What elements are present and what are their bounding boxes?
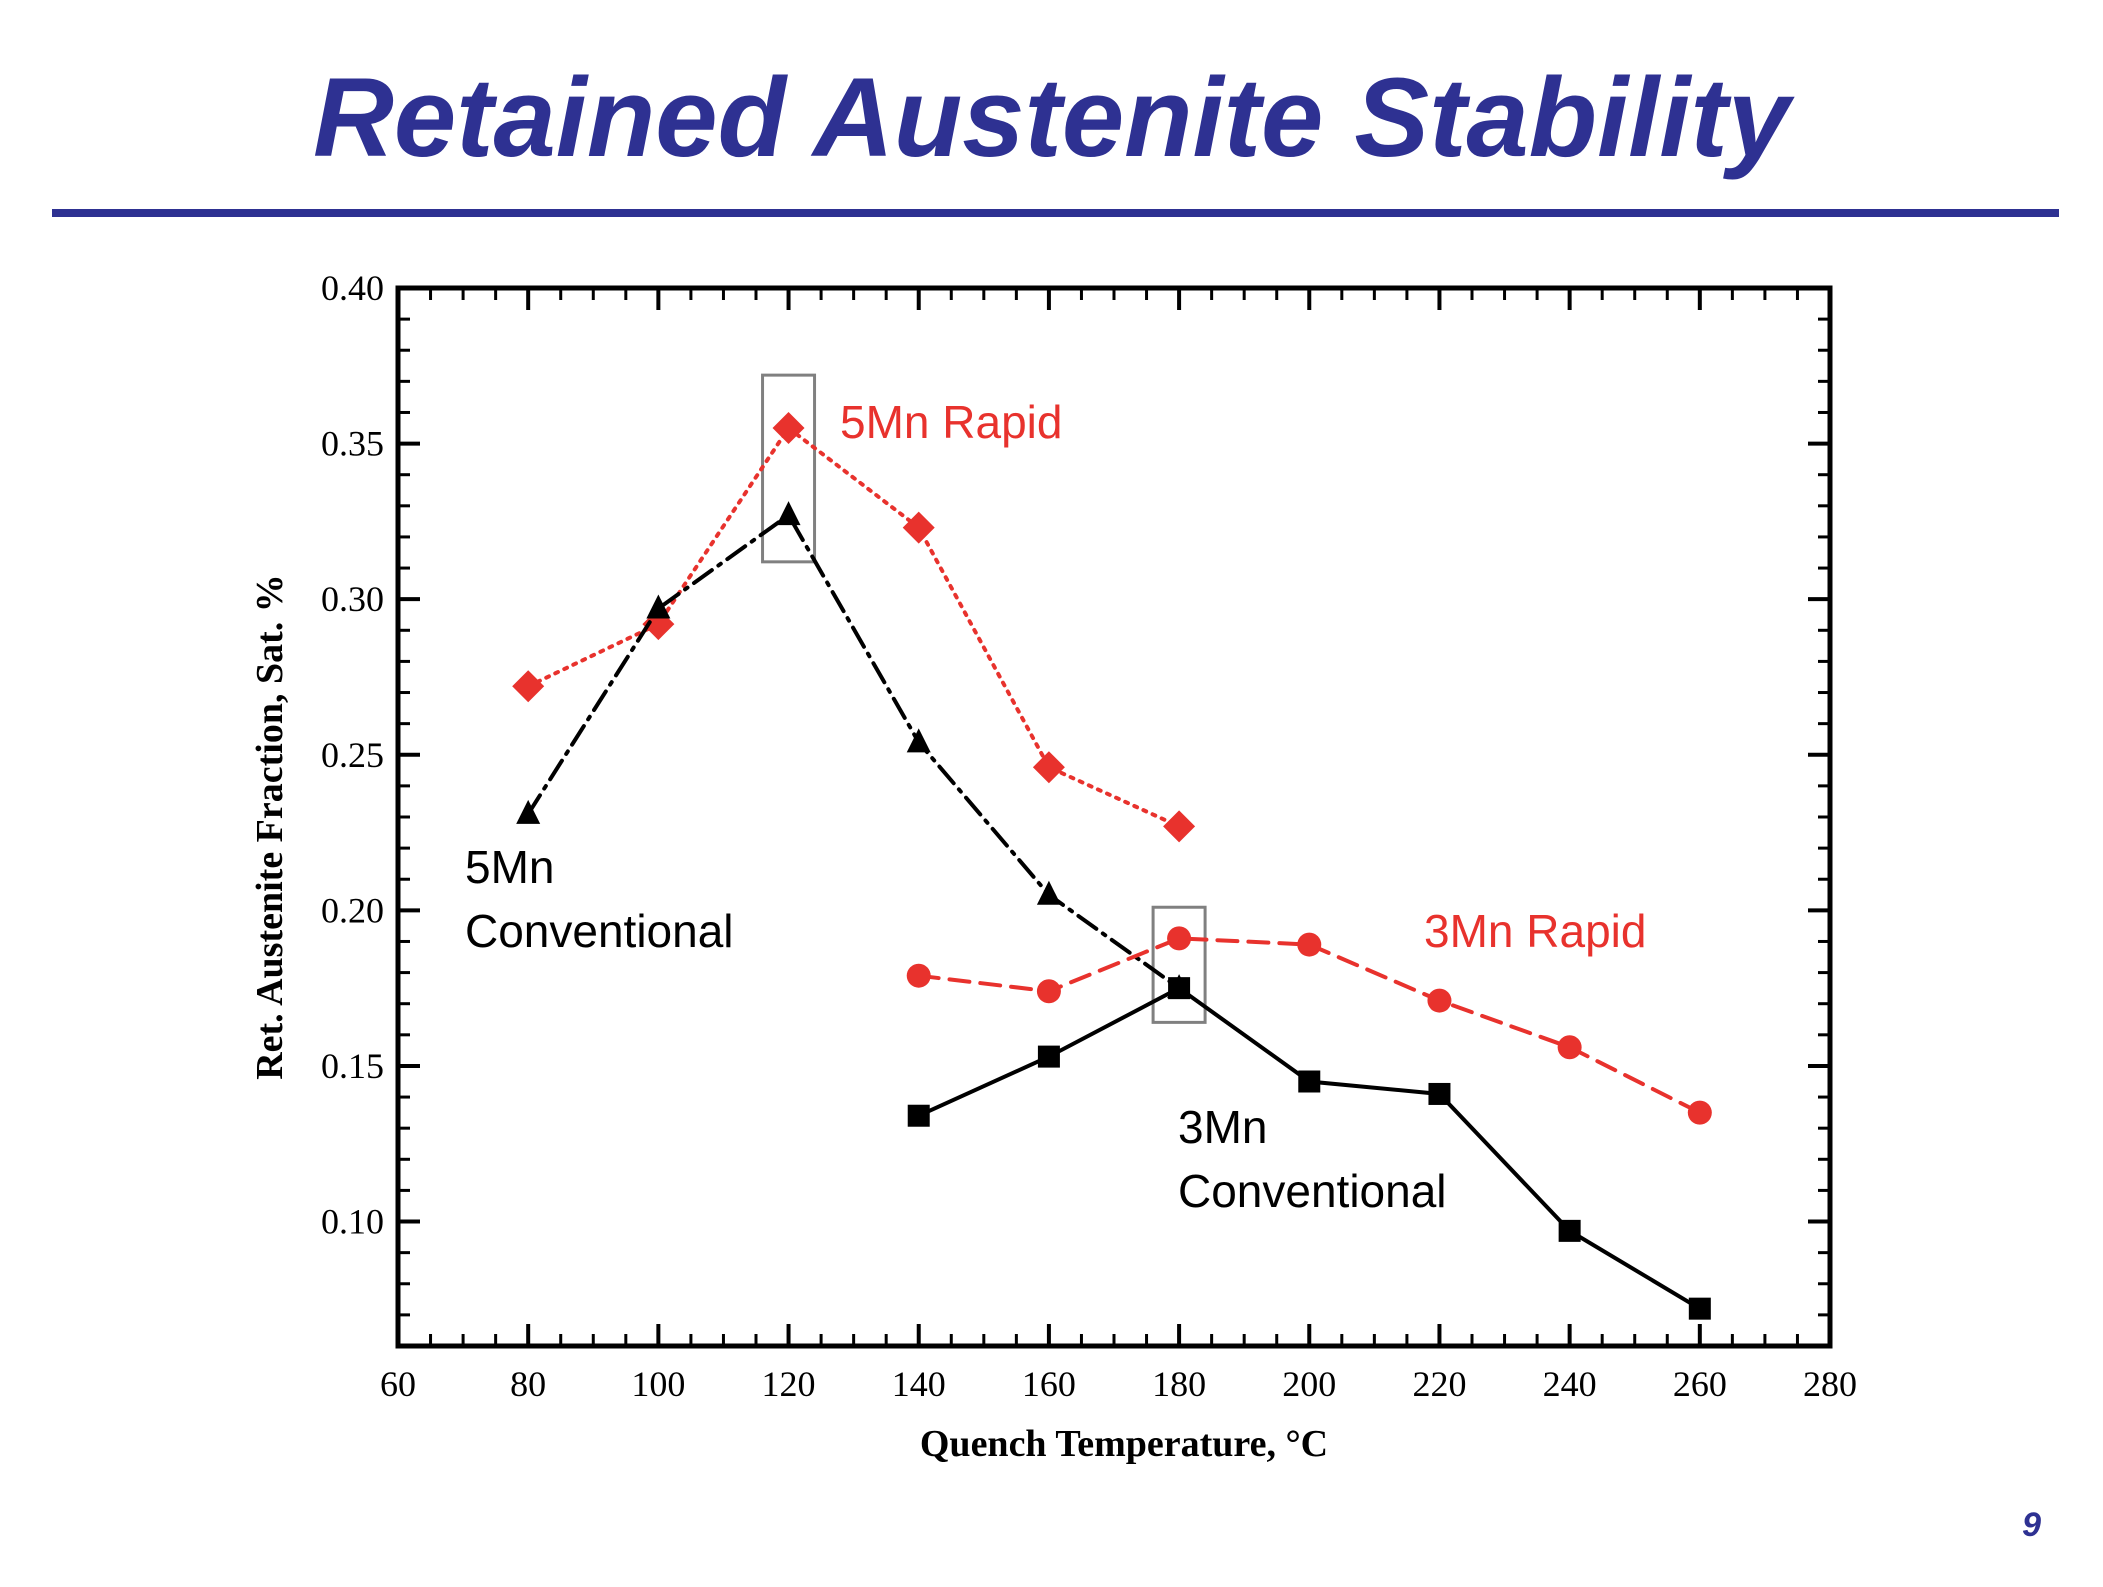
data-point <box>1687 1100 1712 1125</box>
series-label: 3Mn <box>1178 1101 1267 1153</box>
y-tick-label: 0.20 <box>321 890 384 930</box>
data-point <box>1557 1035 1582 1060</box>
series-label: 5Mn Rapid <box>840 396 1062 448</box>
data-point <box>1036 979 1061 1004</box>
series-label: Conventional <box>1178 1165 1447 1217</box>
data-point <box>1688 1297 1711 1320</box>
data-point <box>1427 988 1452 1013</box>
data-point <box>1168 977 1191 1000</box>
highlight-boxes <box>761 373 1207 1024</box>
series-label: Conventional <box>465 905 734 957</box>
x-tick-label: 60 <box>380 1364 416 1404</box>
data-point <box>1298 1070 1321 1093</box>
series-line <box>526 512 1182 991</box>
data-point <box>776 501 801 526</box>
x-tick-label: 160 <box>1022 1364 1076 1404</box>
series-line <box>916 985 1702 1311</box>
page-number: 9 <box>2022 1506 2041 1544</box>
data-point <box>907 1104 930 1127</box>
y-tick-label: 0.25 <box>321 735 384 775</box>
x-tick-label: 180 <box>1152 1364 1206 1404</box>
x-tick-label: 240 <box>1543 1364 1597 1404</box>
data-point <box>1297 932 1322 957</box>
data-point <box>1163 810 1196 843</box>
y-tick-label: 0.35 <box>321 424 384 464</box>
slide-title: Retained Austenite Stability <box>313 55 1790 180</box>
x-tick-label: 260 <box>1673 1364 1727 1404</box>
x-tick-label: 280 <box>1803 1364 1857 1404</box>
x-tick-label: 100 <box>631 1364 685 1404</box>
data-point <box>646 594 671 619</box>
x-axis-title: Quench Temperature, °C <box>920 1423 1328 1465</box>
data-point <box>1037 1045 1060 1068</box>
data-point <box>1428 1082 1451 1105</box>
series-line <box>526 425 1182 829</box>
chart-series <box>512 412 1712 1320</box>
series-annotations: 5Mn Rapid 5Mn Conventional 3Mn Rapid 3Mn Conv… <box>465 396 1646 1217</box>
y-tick-label: 0.15 <box>321 1046 384 1086</box>
data-point <box>906 963 931 988</box>
data-point <box>1558 1219 1581 1242</box>
series-label: 3Mn Rapid <box>1424 905 1646 957</box>
plot-frame <box>395 285 1833 1349</box>
x-tick-label: 120 <box>762 1364 816 1404</box>
x-tick-label: 140 <box>892 1364 946 1404</box>
x-tick-label: 80 <box>510 1364 546 1404</box>
series-label: 5Mn <box>465 841 554 893</box>
x-tick-label: 200 <box>1282 1364 1336 1404</box>
y-tick-label: 0.40 <box>321 268 384 308</box>
y-tick-label: 0.30 <box>321 579 384 619</box>
data-point <box>1036 880 1061 905</box>
data-point <box>512 670 545 703</box>
chart-axes: 60 80 100 120 140 160 180 200 220 240 260 280 0.10 0.… <box>249 268 1857 1465</box>
data-point <box>1167 926 1192 951</box>
highlight-box <box>761 373 817 564</box>
data-point <box>772 412 805 445</box>
data-point <box>906 728 931 753</box>
data-point <box>516 799 541 824</box>
x-tick-label: 220 <box>1412 1364 1466 1404</box>
highlight-box <box>1151 905 1207 1024</box>
y-tick-label: 0.10 <box>321 1202 384 1242</box>
y-axis-title: Ret. Austenite Fraction, Sat. % <box>249 574 291 1080</box>
data-point <box>902 511 935 544</box>
title-rule <box>52 209 2059 217</box>
data-point <box>1032 751 1065 784</box>
